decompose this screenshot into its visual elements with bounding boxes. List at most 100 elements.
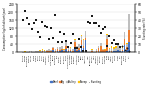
Bar xyxy=(48,51,50,52)
Bar xyxy=(85,40,86,52)
Bar xyxy=(115,51,117,52)
Bar xyxy=(119,46,121,48)
Bar xyxy=(70,51,71,52)
Bar xyxy=(29,51,30,52)
Bar xyxy=(78,48,80,50)
Bar xyxy=(100,51,102,52)
Bar xyxy=(115,48,117,51)
Bar xyxy=(96,49,97,51)
Bar xyxy=(122,51,123,52)
Bar xyxy=(61,46,63,49)
Bar xyxy=(100,46,102,51)
Bar xyxy=(78,44,80,48)
Bar xyxy=(122,50,123,51)
Bar xyxy=(117,50,119,52)
Bar xyxy=(74,48,76,52)
Bar xyxy=(55,51,56,52)
Bar xyxy=(50,51,52,52)
Bar xyxy=(81,40,82,45)
Bar xyxy=(61,49,63,50)
Bar xyxy=(124,39,125,45)
Bar xyxy=(52,47,54,48)
Bar xyxy=(59,51,61,52)
Bar xyxy=(109,48,110,49)
Bar xyxy=(61,50,63,52)
Bar xyxy=(65,40,67,46)
Bar xyxy=(52,50,54,52)
Bar xyxy=(106,51,108,52)
Bar xyxy=(68,51,69,52)
Bar xyxy=(35,51,37,52)
Bar xyxy=(76,50,78,51)
Bar xyxy=(128,30,130,42)
Bar xyxy=(39,51,41,52)
Bar xyxy=(113,47,115,49)
Bar xyxy=(119,48,121,51)
Bar xyxy=(37,51,39,52)
Bar xyxy=(63,51,65,52)
Bar xyxy=(115,46,117,48)
Bar xyxy=(68,46,69,50)
Y-axis label: Stunting rate (%): Stunting rate (%) xyxy=(143,17,147,39)
Bar xyxy=(27,51,28,52)
Bar xyxy=(83,48,84,52)
Bar xyxy=(111,46,112,48)
Bar xyxy=(109,49,110,51)
Bar xyxy=(124,32,125,39)
Bar xyxy=(52,48,54,50)
Bar xyxy=(113,49,115,51)
Bar xyxy=(102,49,104,50)
Y-axis label: Consumption (kg/inhabitant/year): Consumption (kg/inhabitant/year) xyxy=(3,7,7,50)
Bar xyxy=(42,50,43,51)
Legend: Beef, Pig, Poultry, Sheep, Stunting: Beef, Pig, Poultry, Sheep, Stunting xyxy=(49,79,103,85)
Bar xyxy=(104,50,106,52)
Bar xyxy=(124,45,125,52)
Bar xyxy=(42,51,43,52)
Bar xyxy=(100,43,102,46)
Bar xyxy=(39,50,41,51)
Bar xyxy=(122,48,123,50)
Bar xyxy=(109,51,110,52)
Bar xyxy=(91,51,93,52)
Bar xyxy=(106,34,108,35)
Bar xyxy=(102,50,104,52)
Bar xyxy=(52,46,54,47)
Bar xyxy=(57,51,58,52)
Bar xyxy=(119,51,121,52)
Bar xyxy=(128,42,130,52)
Bar xyxy=(106,39,108,51)
Bar xyxy=(106,35,108,39)
Bar xyxy=(98,51,99,52)
Bar xyxy=(85,38,86,40)
Bar xyxy=(96,51,97,52)
Bar xyxy=(126,50,128,52)
Bar xyxy=(117,43,119,44)
Bar xyxy=(83,46,84,48)
Bar xyxy=(72,49,74,51)
Bar xyxy=(74,40,76,42)
Bar xyxy=(59,47,61,50)
Bar xyxy=(81,35,82,40)
Bar xyxy=(128,14,130,30)
Bar xyxy=(122,47,123,48)
Bar xyxy=(91,50,93,51)
Bar xyxy=(70,50,71,51)
Bar xyxy=(76,51,78,52)
Bar xyxy=(78,50,80,52)
Bar xyxy=(126,47,128,50)
Bar xyxy=(98,48,99,51)
Bar xyxy=(31,51,32,52)
Bar xyxy=(74,42,76,48)
Bar xyxy=(65,49,67,52)
Bar xyxy=(76,46,78,50)
Bar xyxy=(98,46,99,48)
Bar xyxy=(85,31,86,38)
Bar xyxy=(48,50,50,51)
Bar xyxy=(48,49,50,50)
Bar xyxy=(72,51,74,52)
Bar xyxy=(111,51,112,52)
Bar xyxy=(113,51,115,52)
Bar xyxy=(63,50,65,51)
Bar xyxy=(111,48,112,51)
Bar xyxy=(83,40,84,46)
